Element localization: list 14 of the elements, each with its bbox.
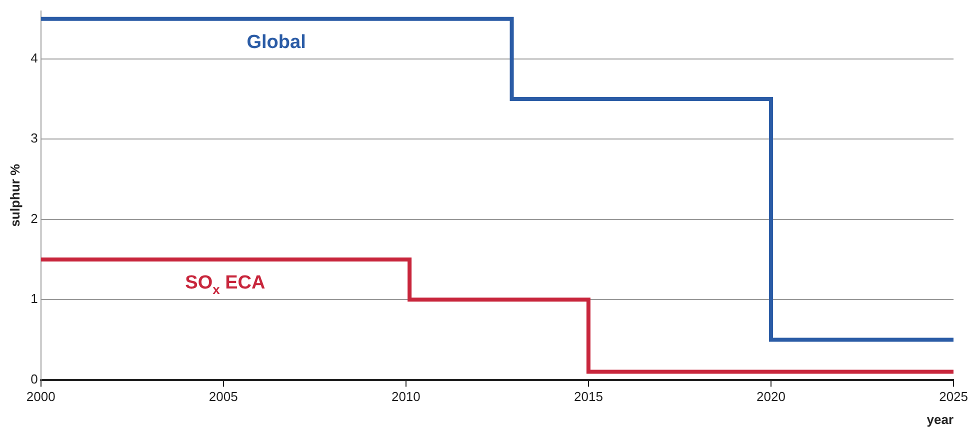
x-tick-label: 2020 — [756, 389, 786, 404]
y-tick-label: 3 — [30, 130, 38, 146]
y-tick-label: 0 — [30, 371, 38, 386]
x-tick-label: 2000 — [26, 389, 56, 404]
x-tick-label: 2015 — [574, 389, 603, 404]
y-tick-label: 4 — [30, 50, 38, 66]
y-tick-label: 2 — [30, 210, 38, 226]
y-axis-title: sulphur % — [7, 163, 22, 227]
y-tick-label: 1 — [30, 291, 38, 306]
x-tick-label: 2025 — [939, 389, 968, 404]
x-tick-label: 2005 — [208, 389, 238, 404]
series-label: Global — [246, 32, 306, 54]
x-axis-title: year — [926, 412, 954, 427]
x-tick-label: 2010 — [391, 389, 420, 404]
